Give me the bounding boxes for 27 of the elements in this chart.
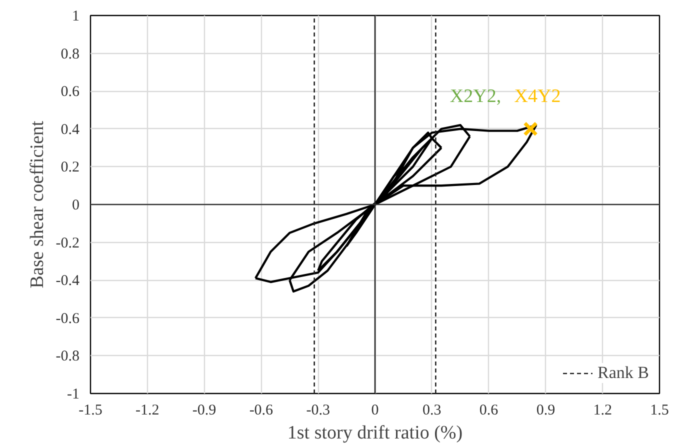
x-tick-label: 1.2: [593, 402, 612, 418]
y-tick-label: -0.8: [56, 348, 80, 365]
y-tick-label: 0.2: [60, 160, 80, 176]
x-tick-label: -1.2: [136, 402, 160, 418]
x-tick-label: -0.6: [249, 402, 274, 418]
x-tick-label: 0.9: [536, 402, 556, 418]
y-tick-label: 0.4: [60, 122, 80, 138]
y-tick-label: -0.6: [56, 310, 80, 327]
ref-line-label: Rank B: [598, 363, 649, 383]
annotation: X2Y2,: [450, 86, 502, 107]
y-tick-label: 0.8: [60, 46, 80, 62]
x-tick-label: 0.3: [422, 402, 442, 418]
x-tick-label: -0.9: [192, 402, 216, 418]
x-tick-label: -0.3: [306, 402, 330, 418]
y-tick-label: 0: [72, 198, 80, 214]
y-tick-label: -1: [67, 386, 80, 402]
y-tick-label: -0.2: [56, 235, 80, 252]
x-tick-label: 0: [371, 402, 379, 418]
y-tick-label: 0.6: [60, 84, 80, 100]
y-tick-label: 1: [72, 8, 80, 24]
annotation: X4Y2: [514, 86, 561, 107]
x-tick-label: 0.6: [479, 402, 499, 418]
y-axis-title: Base shear coefficient: [26, 120, 48, 288]
x-axis-title: 1st story drift ratio (%): [287, 422, 463, 444]
x-tick-label: 1.5: [650, 402, 669, 418]
x-tick-label: -1.5: [78, 402, 102, 418]
y-tick-label: -0.4: [56, 273, 80, 290]
